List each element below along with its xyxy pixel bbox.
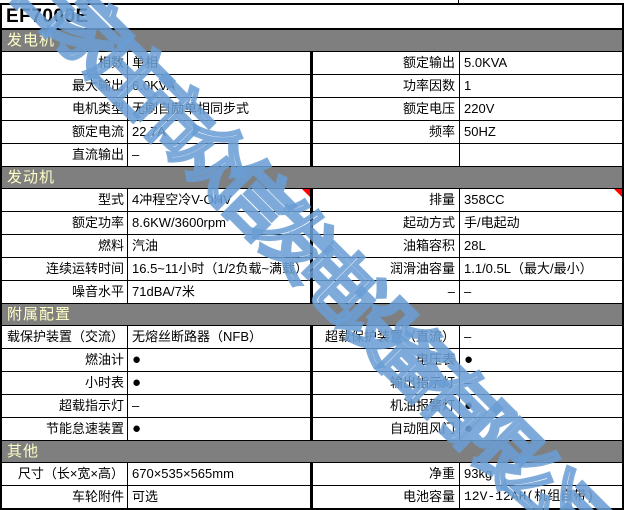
spec-label: 节能怠速装置: [2, 418, 128, 440]
model-title: EF7000E: [2, 5, 622, 30]
table-row: 车轮附件 可选 电池容量 12V-12AH(机组自带): [2, 486, 622, 508]
spec-value: ●: [464, 420, 474, 437]
spec-label: 超载指示灯: [2, 395, 128, 417]
spec-value: 71dBA/7米: [128, 281, 313, 303]
spec-value: 单相: [128, 52, 313, 74]
spec-value: 8.6KW/3600rpm: [128, 212, 313, 234]
spec-value: 汽油: [128, 235, 313, 257]
spec-label: 连续运转时间: [2, 258, 128, 280]
spec-label: 电池容量: [313, 486, 460, 508]
spec-value: 4冲程空冷V-OHV: [128, 189, 313, 211]
table-row: 相数 单相 额定输出 5.0KVA: [2, 52, 622, 75]
spec-value: 16.5~11小时（1/2负载~满载）: [128, 258, 313, 280]
spec-value: 6.0KVA: [128, 75, 313, 97]
spec-label: 电机类型: [2, 98, 128, 120]
spec-value: –: [464, 284, 472, 299]
spec-value: [460, 144, 622, 166]
spec-value: ●: [128, 418, 313, 440]
table-row: 燃油计 ● 电压表 ●: [2, 349, 622, 372]
spec-label: 功率因数: [313, 75, 460, 97]
spec-value: 670×535×565mm: [128, 463, 313, 485]
spec-label: 尺寸（长×宽×高）: [2, 463, 128, 485]
spec-label: 燃料: [2, 235, 128, 257]
spec-value: 358CC: [460, 189, 622, 211]
spec-label: 最大输出: [2, 75, 128, 97]
spec-value: 无熔丝断路器（NFB）: [128, 326, 313, 348]
spec-value: ●: [128, 372, 313, 394]
spec-value: 50HZ: [464, 124, 496, 139]
table-row: 额定功率 8.6KW/3600rpm 起动方式 手/电起动: [2, 212, 622, 235]
spec-label: 燃油计: [2, 349, 128, 371]
spec-label: 额定输出: [313, 52, 460, 74]
spec-value: –: [128, 395, 313, 417]
spec-value: 28L: [464, 238, 486, 253]
table-row: 连续运转时间 16.5~11小时（1/2负载~满载） 润滑油容量 1.1/0.5L（最…: [2, 258, 622, 281]
table-row: 噪音水平 71dBA/7米 – –: [2, 281, 622, 304]
table-row: 载保护装置（交流） 无熔丝断路器（NFB） 超载保护装置（直流） –: [2, 326, 622, 349]
spec-label: 频率: [313, 121, 460, 143]
table-row: 超载指示灯 – 机油报警灯 ●: [2, 395, 622, 418]
section-header: 发动机: [2, 167, 622, 189]
spec-value: –: [464, 375, 472, 390]
spec-label: 电压表: [313, 349, 460, 371]
table-row: 节能怠速装置 ● 自动阻风门 ●: [2, 418, 622, 441]
spec-label: 额定电流: [2, 121, 128, 143]
spec-label: 相数: [2, 52, 128, 74]
section-header: 发电机: [2, 30, 622, 52]
table-row: 最大输出 6.0KVA 功率因数 1: [2, 75, 622, 98]
spec-label: 直流输出: [2, 144, 128, 166]
spec-label: 输出指示灯: [313, 372, 460, 394]
spec-value: 1: [464, 78, 472, 93]
spec-value: 93kg: [464, 466, 493, 481]
spec-value: ●: [464, 351, 474, 368]
spec-value: 220V: [464, 101, 495, 116]
spec-label: 润滑油容量: [313, 258, 460, 280]
section-header: 其他: [2, 441, 622, 463]
comment-marker-icon: [302, 189, 310, 197]
spec-label: 车轮附件: [2, 486, 128, 508]
spec-label: 超载保护装置（直流）: [313, 326, 460, 348]
spec-value: 可选: [128, 486, 313, 508]
spec-label: 油箱容积: [313, 235, 460, 257]
spec-table: EF7000E 发电机 相数 单相 额定输出 5.0KVA 最大输出 6.0KVA 功率因数 1…: [0, 3, 624, 510]
spec-label: 自动阻风门: [313, 418, 460, 440]
comment-marker-icon: [614, 189, 622, 197]
spec-value: 手/电起动: [464, 215, 520, 230]
spec-value: 1.1/0.5L（最大/最小）: [464, 261, 593, 276]
table-row: 小时表 ● 输出指示灯 –: [2, 372, 622, 395]
spec-label: 额定电压: [313, 98, 460, 120]
table-row: 型式 4冲程空冷V-OHV 排量 358CC: [2, 189, 622, 212]
spec-label: 小时表: [2, 372, 128, 394]
table-body: 发电机 相数 单相 额定输出 5.0KVA 最大输出 6.0KVA 功率因数 1 电机类型 无刷自励…: [2, 30, 622, 508]
spec-label: [313, 144, 460, 166]
spec-label: 载保护装置（交流）: [2, 326, 128, 348]
spec-label: 型式: [2, 189, 128, 211]
spec-label: 机油报警灯: [313, 395, 460, 417]
spec-label: –: [313, 281, 460, 303]
table-row: 燃料 汽油 油箱容积 28L: [2, 235, 622, 258]
spec-label: 排量: [313, 189, 460, 211]
spec-value: –: [128, 144, 313, 166]
top-edge-sliver: [0, 0, 624, 3]
spec-value: ●: [128, 349, 313, 371]
spec-value: 12V-12AH(机组自带): [464, 489, 595, 504]
spec-value: 22.7A: [128, 121, 313, 143]
section-header: 附属配置: [2, 304, 622, 326]
spec-value: 无刷自励单相同步式: [128, 98, 313, 120]
grid-tick: [458, 0, 459, 3]
spec-label: 额定功率: [2, 212, 128, 234]
table-row: 尺寸（长×宽×高） 670×535×565mm 净重 93kg: [2, 463, 622, 486]
table-row: 直流输出 –: [2, 144, 622, 167]
spec-value: 5.0KVA: [464, 55, 508, 70]
table-row: 电机类型 无刷自励单相同步式 额定电压 220V: [2, 98, 622, 121]
spec-label: 净重: [313, 463, 460, 485]
spec-label: 噪音水平: [2, 281, 128, 303]
spec-label: 起动方式: [313, 212, 460, 234]
spec-value: ●: [464, 397, 474, 414]
spec-value: –: [464, 329, 472, 344]
table-row: 额定电流 22.7A 频率 50HZ: [2, 121, 622, 144]
